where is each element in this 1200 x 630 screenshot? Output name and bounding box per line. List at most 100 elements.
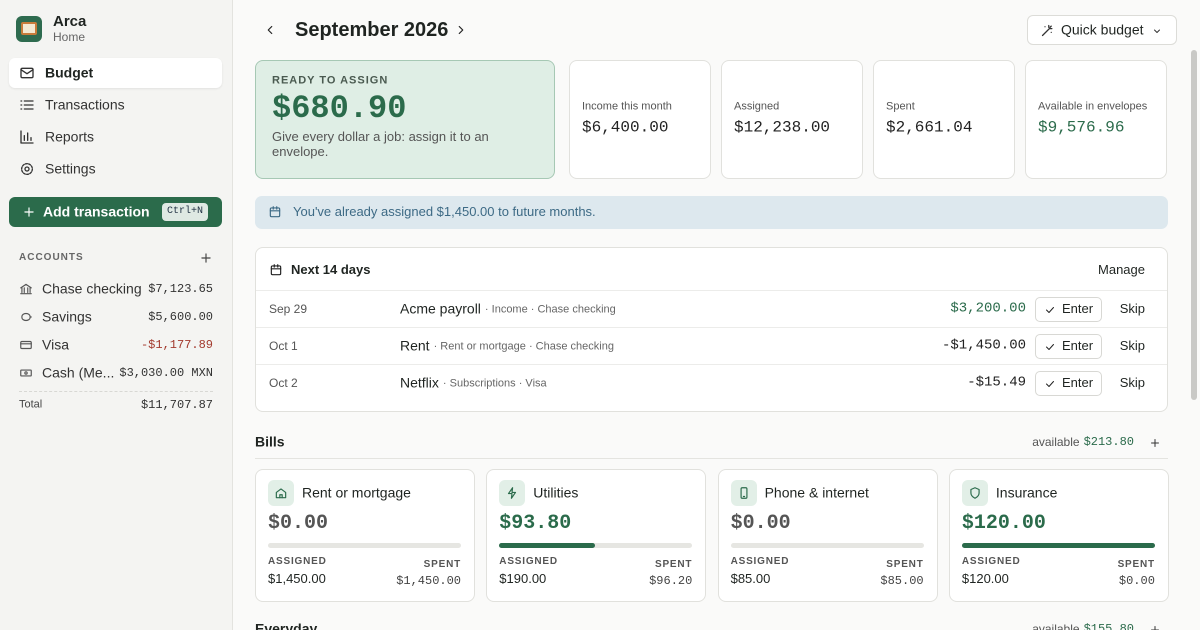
upcoming-payee: Rent [400,337,430,354]
add-envelope-button[interactable] [1149,623,1161,630]
skip-button[interactable]: Skip [1119,301,1145,317]
group-divider [255,458,1168,459]
envelope-icon [505,486,519,500]
envelope-available: $93.80 [499,512,572,535]
stat-value: $6,400.00 [582,118,669,137]
account-icon-glyph [20,283,32,295]
calendar-icon-glyph [270,264,282,276]
nav-label[interactable]: Reports [45,128,95,145]
nav-icon-glyph [21,163,33,175]
enter-label[interactable]: Enter [1062,338,1094,354]
add-envelope-button-glyph [1151,626,1159,630]
account-name[interactable]: Savings [42,308,92,325]
envelope-name: Phone & internet [764,484,869,501]
add-envelope-button[interactable] [1149,436,1161,448]
spent-label: SPENT [1117,559,1155,570]
month-title: September 2026 [295,19,449,41]
envelope-icon-glyph [508,487,517,499]
check-icon-glyph [1046,307,1054,313]
ready-card [255,60,555,179]
upcoming-amount: -$15.49 [967,374,1026,391]
nav-label[interactable]: Transactions [45,96,125,113]
upcoming-payee: Netflix [400,374,439,391]
row-divider [256,364,1167,365]
nav-icon-glyph [20,67,34,79]
skip-button[interactable]: Skip [1119,375,1145,391]
envelope-icon-glyph [970,487,980,499]
prev-month-button[interactable] [263,23,277,37]
scrollbar [1191,50,1197,400]
progress-fill [961,543,1155,548]
spent-label: SPENT [886,559,924,570]
accounts-heading: ACCOUNTS [19,252,84,263]
upcoming-payee: Acme payroll [400,300,481,317]
assigned-value: $1,450.00 [268,571,326,587]
envelope-icon-glyph [740,487,748,499]
stat-label: Available in envelopes [1038,100,1148,113]
wand-icon-glyph [1041,24,1053,36]
check-icon-glyph [1046,344,1054,350]
assigned-label: ASSIGNED [961,556,1021,567]
enter-button[interactable] [1035,371,1102,396]
next-month-button-glyph [458,25,464,35]
account-balance: -$1,177.89 [140,337,213,352]
manage-link[interactable]: Manage [1098,262,1145,278]
add-account-button[interactable] [199,251,213,265]
enter-button[interactable] [1035,334,1102,359]
account-icon [19,338,33,352]
accounts-total: $11,707.87 [140,397,213,412]
account-balance: $5,600.00 [148,309,213,324]
nav-label[interactable]: Settings [45,160,96,177]
stat-value: $12,238.00 [734,118,831,137]
wand-icon [1040,23,1055,38]
row-divider [256,327,1167,328]
spent-label: SPENT [423,559,461,570]
envelope-name: Rent or mortgage [302,484,411,501]
notice-icon [268,205,282,219]
nav-item[interactable] [9,58,222,88]
ready-label: READY TO ASSIGN [272,74,389,87]
progress-track [730,543,924,548]
progress-track [268,543,461,548]
app-subtitle: Home [53,29,86,44]
assigned-label: ASSIGNED [268,556,327,567]
nav-label[interactable]: Budget [45,64,94,81]
group-name: Bills [255,433,285,450]
next-month-button[interactable] [454,23,468,37]
nav-item[interactable] [9,122,222,152]
envelope-icon-glyph [275,488,287,499]
quick-budget-label[interactable]: Quick budget [1061,21,1144,38]
envelope-name: Insurance [995,484,1058,501]
account-name[interactable]: Visa [42,336,69,353]
nav-item[interactable] [9,154,222,184]
stat-value: $9,576.96 [1038,118,1125,137]
upcoming-date: Oct 1 [269,338,298,353]
account-name[interactable]: Cash (Me... [42,364,115,381]
stat-card [1025,60,1167,179]
envelope-icon [968,486,982,500]
enter-label[interactable]: Enter [1062,375,1094,391]
upcoming-meta: · Subscriptions · Visa [442,377,547,390]
stat-label: Income this month [582,100,672,113]
enter-button[interactable] [1035,297,1102,322]
ready-amount: $680.90 [272,89,407,127]
add-transaction-label[interactable]: Add transaction [43,203,150,220]
envelope-icon [737,486,751,500]
account-icon [19,310,33,324]
enter-label[interactable]: Enter [1062,301,1094,317]
account-name[interactable]: Chase checking [42,280,142,297]
assigned-value: $85.00 [730,571,771,587]
notice-banner [255,196,1168,229]
notice-text: You've already assigned $1,450.00 to fut… [293,204,596,220]
assigned-label: ASSIGNED [730,556,790,567]
quick-budget-button[interactable] [1027,15,1177,45]
account-icon-glyph [21,312,32,322]
assigned-value: $120.00 [961,571,1009,587]
skip-button[interactable]: Skip [1119,338,1145,354]
calendar-icon [269,263,283,277]
stat-value: $2,661.04 [886,118,973,137]
notice-icon-glyph [269,206,281,218]
nav-icon-glyph [20,130,34,144]
group-name: Everyday [255,620,318,630]
spent-value: $0.00 [1118,573,1155,588]
